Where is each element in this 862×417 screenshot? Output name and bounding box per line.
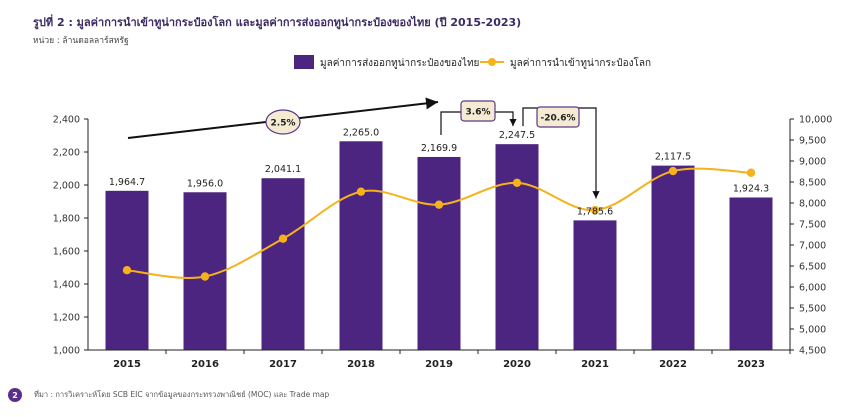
x-tick-label: 2022 <box>659 359 687 370</box>
legend-line-marker <box>488 58 496 66</box>
chart-title: รูปที่ 2 : มูลค่าการนำเข้าทูน่ากระป๋องโล… <box>33 16 522 29</box>
y-right-tick-label: 8,000 <box>799 199 826 210</box>
y-left-tick-label: 1,000 <box>53 346 80 357</box>
bar-2021 <box>573 220 617 350</box>
y-right-tick-label: 5,000 <box>799 325 826 336</box>
line-point-2021 <box>590 205 600 215</box>
x-tick-label: 2016 <box>191 359 219 370</box>
y-left-tick-label: 1,200 <box>53 313 80 324</box>
line-point-2016 <box>200 272 210 281</box>
bar-value-label: 1,924.3 <box>733 183 769 194</box>
annotation-label: 2.5% <box>271 119 296 129</box>
x-tick-label: 2020 <box>503 359 531 370</box>
bar-value-label: 2,117.5 <box>655 152 691 163</box>
bar-2016 <box>183 192 227 350</box>
source-note: ที่มา : การวิเคราะห์โดย SCB EIC จากข้อมู… <box>34 390 330 399</box>
footer: 2 ที่มา : การวิเคราะห์โดย SCB EIC จากข้อ… <box>8 388 329 402</box>
unit-label: หน่วย : ล้านดอลลาร์สหรัฐ <box>33 36 129 46</box>
annotation-label: 3.6% <box>466 108 491 118</box>
y-right-tick-label: 6,500 <box>799 262 826 273</box>
y-right-tick-label: 10,000 <box>799 115 832 126</box>
bar-value-label: 1,956.0 <box>187 178 223 189</box>
y-left-tick-label: 2,000 <box>53 181 80 192</box>
y-right-tick-label: 7,500 <box>799 220 826 231</box>
line-point-2022 <box>668 166 678 176</box>
x-tick-label: 2015 <box>113 359 141 370</box>
legend-bar-label: มูลค่าการส่งออกทูน่ากระป๋องของไทย <box>320 57 479 69</box>
y-right-tick-label: 7,000 <box>799 241 826 252</box>
y-left-tick-label: 1,600 <box>53 247 80 258</box>
bar-value-label: 2,169.9 <box>421 143 457 154</box>
y-left-tick-label: 2,200 <box>53 148 80 159</box>
y-right-tick-label: 6,000 <box>799 283 826 294</box>
line-point-2020 <box>512 178 522 188</box>
bar-2018 <box>339 141 383 350</box>
y-left-tick-label: 2,400 <box>53 115 80 126</box>
x-tick-label: 2018 <box>347 359 375 370</box>
x-tick-label: 2023 <box>737 359 765 370</box>
y-right-tick-label: 4,500 <box>799 346 826 357</box>
bar-value-label: 2,041.1 <box>265 164 301 175</box>
bar-2017 <box>261 178 305 350</box>
line-point-2017 <box>278 234 288 243</box>
legend-line-label: มูลค่าการนำเข้าทูน่ากระป๋องโลก <box>510 56 651 69</box>
line-point-2019 <box>434 200 444 209</box>
y-left-tick-label: 1,400 <box>53 280 80 291</box>
annotation-box <box>536 106 580 128</box>
bar-2020 <box>495 144 539 350</box>
bar-value-label: 1,964.7 <box>109 177 145 188</box>
annotation-ellipse <box>265 109 301 135</box>
annotation-label: -20.6% <box>541 114 576 124</box>
page-number-badge: 2 <box>8 388 22 402</box>
bar-2022 <box>651 165 695 350</box>
x-tick-label: 2019 <box>425 359 453 370</box>
y-right-tick-label: 8,500 <box>799 178 826 189</box>
y-right-tick-label: 5,500 <box>799 304 826 315</box>
bar-value-label: 1,785.6 <box>577 206 613 217</box>
x-tick-label: 2021 <box>581 359 609 370</box>
chart-area: 1,964.7 1,956.0 2,041.1 2,265.0 2,169.9 2,247… <box>53 55 832 370</box>
y-right-tick-label: 9,500 <box>799 136 826 147</box>
annotation-box <box>460 100 496 122</box>
legend-bar-swatch <box>294 55 314 69</box>
bar-2019 <box>417 156 461 350</box>
y-left-tick-label: 1,800 <box>53 214 80 225</box>
bar-value-label: 2,265.0 <box>343 127 379 138</box>
bar-2023 <box>729 197 773 350</box>
x-tick-label: 2017 <box>269 359 297 370</box>
line-point-2018 <box>356 187 366 196</box>
line-point-2015 <box>122 266 132 275</box>
line-point-2023 <box>746 168 756 177</box>
y-right-tick-label: 9,000 <box>799 157 826 168</box>
bar-value-label: 2,247.5 <box>499 130 535 141</box>
